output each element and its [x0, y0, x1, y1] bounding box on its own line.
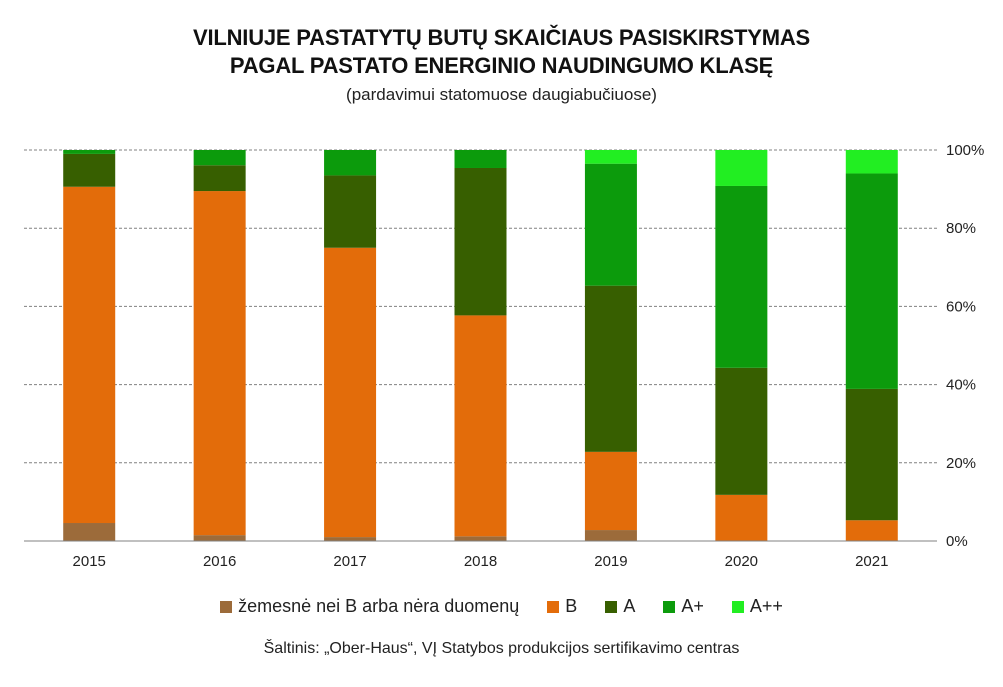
legend-label: A: [623, 596, 636, 616]
legend-label: B: [565, 596, 578, 616]
x-tick-label: 2016: [203, 553, 236, 570]
legend-label: A+: [681, 596, 704, 616]
x-tick-label: 2018: [464, 553, 497, 570]
bar-segment: [584, 451, 637, 531]
x-tick-label: 2019: [594, 553, 627, 570]
legend-swatch: [663, 600, 676, 613]
bar-segment: [454, 167, 507, 316]
bar-segment: [454, 536, 507, 541]
bar-segment: [845, 173, 898, 389]
bar-segment: [193, 150, 246, 166]
bar-segment: [454, 315, 507, 537]
bar-segment: [845, 388, 898, 521]
bar-segment: [715, 367, 768, 495]
bar-segment: [193, 191, 246, 536]
legend-item: žemesnė nei B arba nėra duomenų: [220, 596, 519, 617]
source-note: Šaltinis: „Ober-Haus“, VĮ Statybos produ…: [263, 640, 740, 657]
stacked-bar-chart: 0% 20% 40% 60% 80% 100% 2015 2016 2017 2018 2019 20…: [24, 142, 984, 570]
chart-subtitle: (pardavimui statomuose daugiabučiuose): [346, 85, 657, 104]
bar-segment: [715, 150, 768, 186]
y-tick-label: 60%: [946, 298, 976, 315]
y-tick-label: 40%: [946, 377, 976, 394]
bar-segment: [193, 165, 246, 192]
bar-segment: [193, 535, 246, 541]
x-tick-label: 2020: [725, 553, 758, 570]
bar-segment: [845, 520, 898, 541]
bar-segment: [584, 285, 637, 452]
bar-segment: [584, 530, 637, 541]
y-tick-label: 0%: [946, 533, 968, 550]
y-tick-label: 100%: [946, 142, 984, 159]
legend-swatch: [605, 600, 618, 613]
bar-segment: [63, 150, 116, 154]
chart-title-line-2: PAGAL PASTATO ENERGINIO NAUDINGUMO KLASĘ: [229, 53, 774, 78]
bar-segment: [324, 537, 377, 541]
bar-segment: [324, 247, 377, 538]
legend-swatch: [220, 600, 233, 613]
legend-item: A+: [663, 596, 704, 617]
bar-segment: [584, 163, 637, 286]
legend-label: žemesnė nei B arba nėra duomenų: [238, 596, 520, 616]
legend-swatch: [547, 600, 560, 613]
bar-segment: [715, 494, 768, 541]
bar-segment: [845, 150, 898, 174]
x-tick-label: 2021: [855, 553, 888, 570]
chart-legend: žemesnė nei B arba nėra duomenų B A A+ A++: [0, 596, 1003, 617]
bar-segment: [63, 186, 116, 524]
x-tick-label: 2015: [73, 553, 106, 570]
legend-item: A: [605, 596, 635, 617]
bar-segment: [715, 185, 768, 368]
bar-segment: [454, 150, 507, 168]
x-tick-label: 2017: [333, 553, 366, 570]
legend-label: A++: [749, 596, 783, 616]
bar-segment: [63, 153, 116, 187]
legend-item: B: [547, 596, 577, 617]
bar-segment: [584, 150, 637, 164]
bar-segment: [63, 523, 116, 541]
legend-swatch: [731, 600, 744, 613]
y-tick-label: 80%: [946, 220, 976, 237]
legend-item: A++: [731, 596, 783, 617]
y-tick-label: 20%: [946, 455, 976, 472]
bar-segment: [324, 150, 377, 176]
chart-title-line-1: VILNIUJE PASTATYTŲ BUTŲ SKAIČIAUS PASISK…: [192, 25, 811, 50]
bar-segment: [324, 175, 377, 248]
